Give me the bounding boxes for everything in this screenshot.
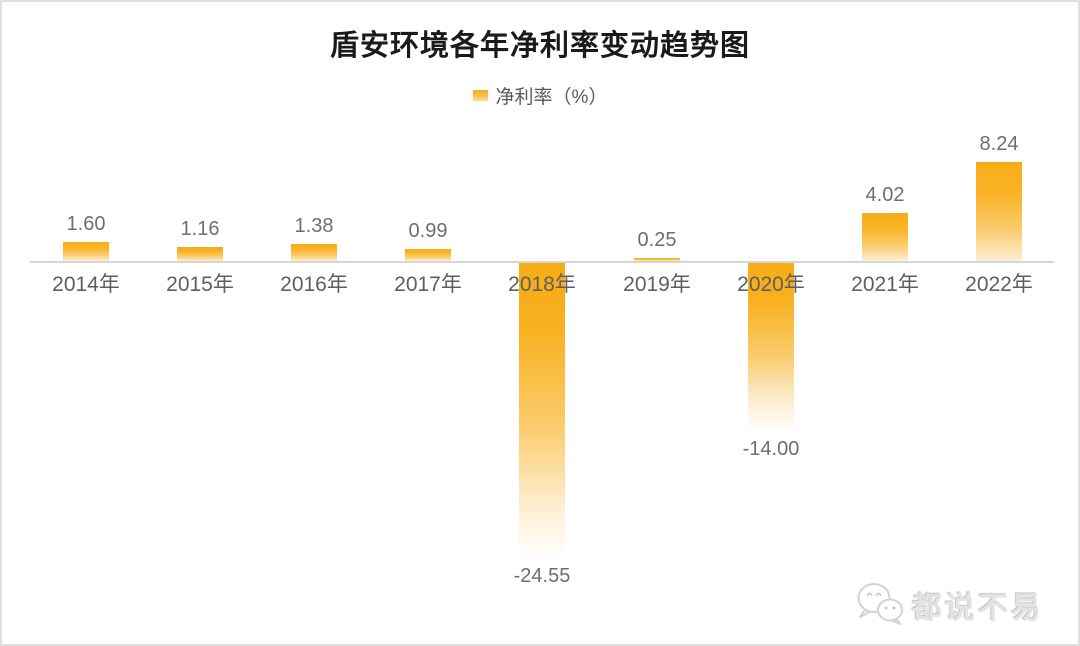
category-label: 2017年 xyxy=(394,273,462,296)
value-label: 8.24 xyxy=(979,133,1019,155)
bar-group: -24.55 2018年 xyxy=(508,2,576,644)
bar-group: 1.38 2016年 xyxy=(280,2,348,644)
bar-group: 4.02 2021年 xyxy=(851,2,919,644)
bar-group: 1.60 2014年 xyxy=(52,2,120,644)
value-label: 0.99 xyxy=(408,220,448,242)
legend-label: 净利率（%） xyxy=(495,87,608,108)
value-label: 1.38 xyxy=(294,215,334,237)
watermark: 都说不易 xyxy=(854,580,1044,630)
category-label: 2019年 xyxy=(623,273,691,296)
legend: 净利率（%） xyxy=(2,82,1078,109)
legend-swatch-icon xyxy=(472,90,488,101)
bar xyxy=(634,258,680,261)
bar xyxy=(405,249,451,261)
category-label: 2018年 xyxy=(508,273,576,296)
bar-group: -14.00 2020年 xyxy=(737,2,805,644)
bar-group: 8.24 2022年 xyxy=(965,2,1033,644)
bar xyxy=(63,242,109,261)
bar xyxy=(291,244,337,261)
category-label: 2016年 xyxy=(280,273,348,296)
bar xyxy=(519,263,565,558)
x-axis-line xyxy=(30,261,1054,263)
value-label: -14.00 xyxy=(742,438,800,460)
value-label: 1.60 xyxy=(66,213,106,235)
watermark-text: 都说不易 xyxy=(912,592,1044,625)
value-label: -24.55 xyxy=(513,565,571,587)
category-label: 2014年 xyxy=(52,273,120,296)
value-label: 4.02 xyxy=(865,184,905,206)
bar xyxy=(862,213,908,261)
category-label: 2015年 xyxy=(166,273,234,296)
bar-group: 0.99 2017年 xyxy=(394,2,462,644)
value-label: 0.25 xyxy=(637,229,677,251)
bar-group: 1.16 2015年 xyxy=(166,2,234,644)
bar xyxy=(976,162,1022,261)
chart-title: 盾安环境各年净利率变动趋势图 xyxy=(329,30,750,62)
value-label: 1.16 xyxy=(180,218,220,240)
category-label: 2022年 xyxy=(965,273,1033,296)
wechat-icon xyxy=(857,583,903,626)
bar-group: 0.25 2019年 xyxy=(623,2,691,644)
category-label: 2020年 xyxy=(737,273,805,296)
bar xyxy=(748,263,794,431)
bar xyxy=(177,247,223,261)
category-label: 2021年 xyxy=(851,273,919,296)
